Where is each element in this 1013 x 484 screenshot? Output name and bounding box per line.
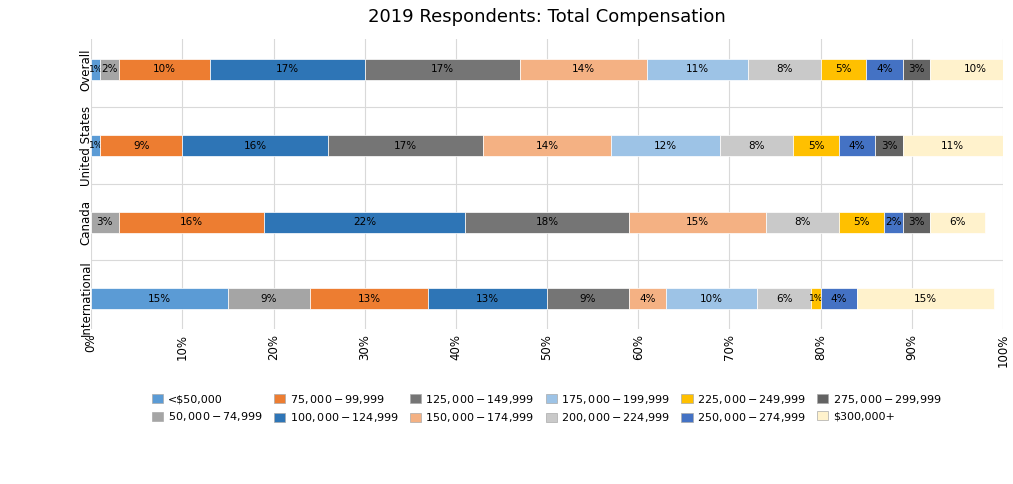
Bar [465, 212, 629, 233]
Bar [666, 288, 757, 309]
Bar [875, 135, 903, 156]
Text: 4%: 4% [831, 294, 847, 303]
Bar [748, 59, 821, 80]
Bar [903, 212, 930, 233]
Bar [903, 59, 930, 80]
Title: 2019 Respondents: Total Compensation: 2019 Respondents: Total Compensation [368, 8, 726, 26]
Text: 4%: 4% [849, 141, 865, 151]
Text: 17%: 17% [276, 64, 299, 74]
Text: 17%: 17% [394, 141, 417, 151]
Text: 9%: 9% [260, 294, 278, 303]
Bar [547, 288, 629, 309]
Bar [766, 212, 839, 233]
Text: 22%: 22% [354, 217, 376, 227]
Bar [811, 288, 821, 309]
Text: 5%: 5% [853, 217, 870, 227]
Bar [884, 212, 903, 233]
Text: 3%: 3% [908, 217, 925, 227]
Text: 6%: 6% [949, 217, 965, 227]
Bar [793, 135, 839, 156]
Bar [428, 288, 547, 309]
Text: 8%: 8% [749, 141, 765, 151]
Text: 14%: 14% [536, 141, 558, 151]
Bar [228, 288, 310, 309]
Text: 18%: 18% [536, 217, 558, 227]
Bar [839, 135, 875, 156]
Text: 3%: 3% [880, 141, 898, 151]
Text: 13%: 13% [358, 294, 381, 303]
Bar [210, 59, 365, 80]
Text: 6%: 6% [776, 294, 792, 303]
Bar [91, 135, 100, 156]
Text: 2%: 2% [101, 64, 118, 74]
Text: 10%: 10% [964, 64, 987, 74]
Text: 12%: 12% [654, 141, 677, 151]
Text: 1%: 1% [808, 294, 824, 303]
Text: 4%: 4% [876, 64, 892, 74]
Bar [365, 59, 520, 80]
Text: 15%: 15% [148, 294, 171, 303]
Bar [857, 288, 994, 309]
Bar [629, 288, 666, 309]
Bar [930, 212, 985, 233]
Bar [903, 135, 1003, 156]
Text: 10%: 10% [153, 64, 175, 74]
Bar [821, 288, 857, 309]
Bar [647, 59, 748, 80]
Text: 11%: 11% [686, 64, 709, 74]
Bar [629, 212, 766, 233]
Bar [866, 59, 903, 80]
Bar [483, 135, 611, 156]
Bar [520, 59, 647, 80]
Bar [100, 135, 182, 156]
Text: 13%: 13% [476, 294, 499, 303]
Bar [930, 59, 1013, 80]
Text: 2%: 2% [885, 217, 902, 227]
Text: 1%: 1% [88, 65, 103, 74]
Bar [91, 59, 100, 80]
Bar [182, 135, 328, 156]
Bar [91, 288, 228, 309]
Text: 5%: 5% [807, 141, 825, 151]
Text: 3%: 3% [96, 217, 113, 227]
Bar [821, 59, 866, 80]
Bar [310, 288, 428, 309]
Bar [328, 135, 483, 156]
Bar [757, 288, 811, 309]
Text: 4%: 4% [639, 294, 655, 303]
Legend: <$50,000, $50,000 - $74,999, $75,000 - $99,999, $100,000 - $124,999, $125,000 - : <$50,000, $50,000 - $74,999, $75,000 - $… [147, 387, 947, 430]
Text: 1%: 1% [88, 141, 103, 150]
Bar [611, 135, 720, 156]
Text: 14%: 14% [572, 64, 595, 74]
Bar [119, 59, 210, 80]
Text: 3%: 3% [908, 64, 925, 74]
Bar [91, 212, 119, 233]
Text: 15%: 15% [686, 217, 709, 227]
Text: 15%: 15% [914, 294, 937, 303]
Text: 11%: 11% [941, 141, 964, 151]
Text: 9%: 9% [579, 294, 597, 303]
Text: 8%: 8% [794, 217, 810, 227]
Text: 16%: 16% [180, 217, 203, 227]
Bar [119, 212, 264, 233]
Text: 9%: 9% [133, 141, 150, 151]
Text: 17%: 17% [431, 64, 454, 74]
Text: 16%: 16% [244, 141, 266, 151]
Bar [839, 212, 884, 233]
Text: 10%: 10% [700, 294, 722, 303]
Text: 5%: 5% [835, 64, 852, 74]
Bar [264, 212, 465, 233]
Text: 8%: 8% [776, 64, 792, 74]
Bar [720, 135, 793, 156]
Bar [100, 59, 119, 80]
